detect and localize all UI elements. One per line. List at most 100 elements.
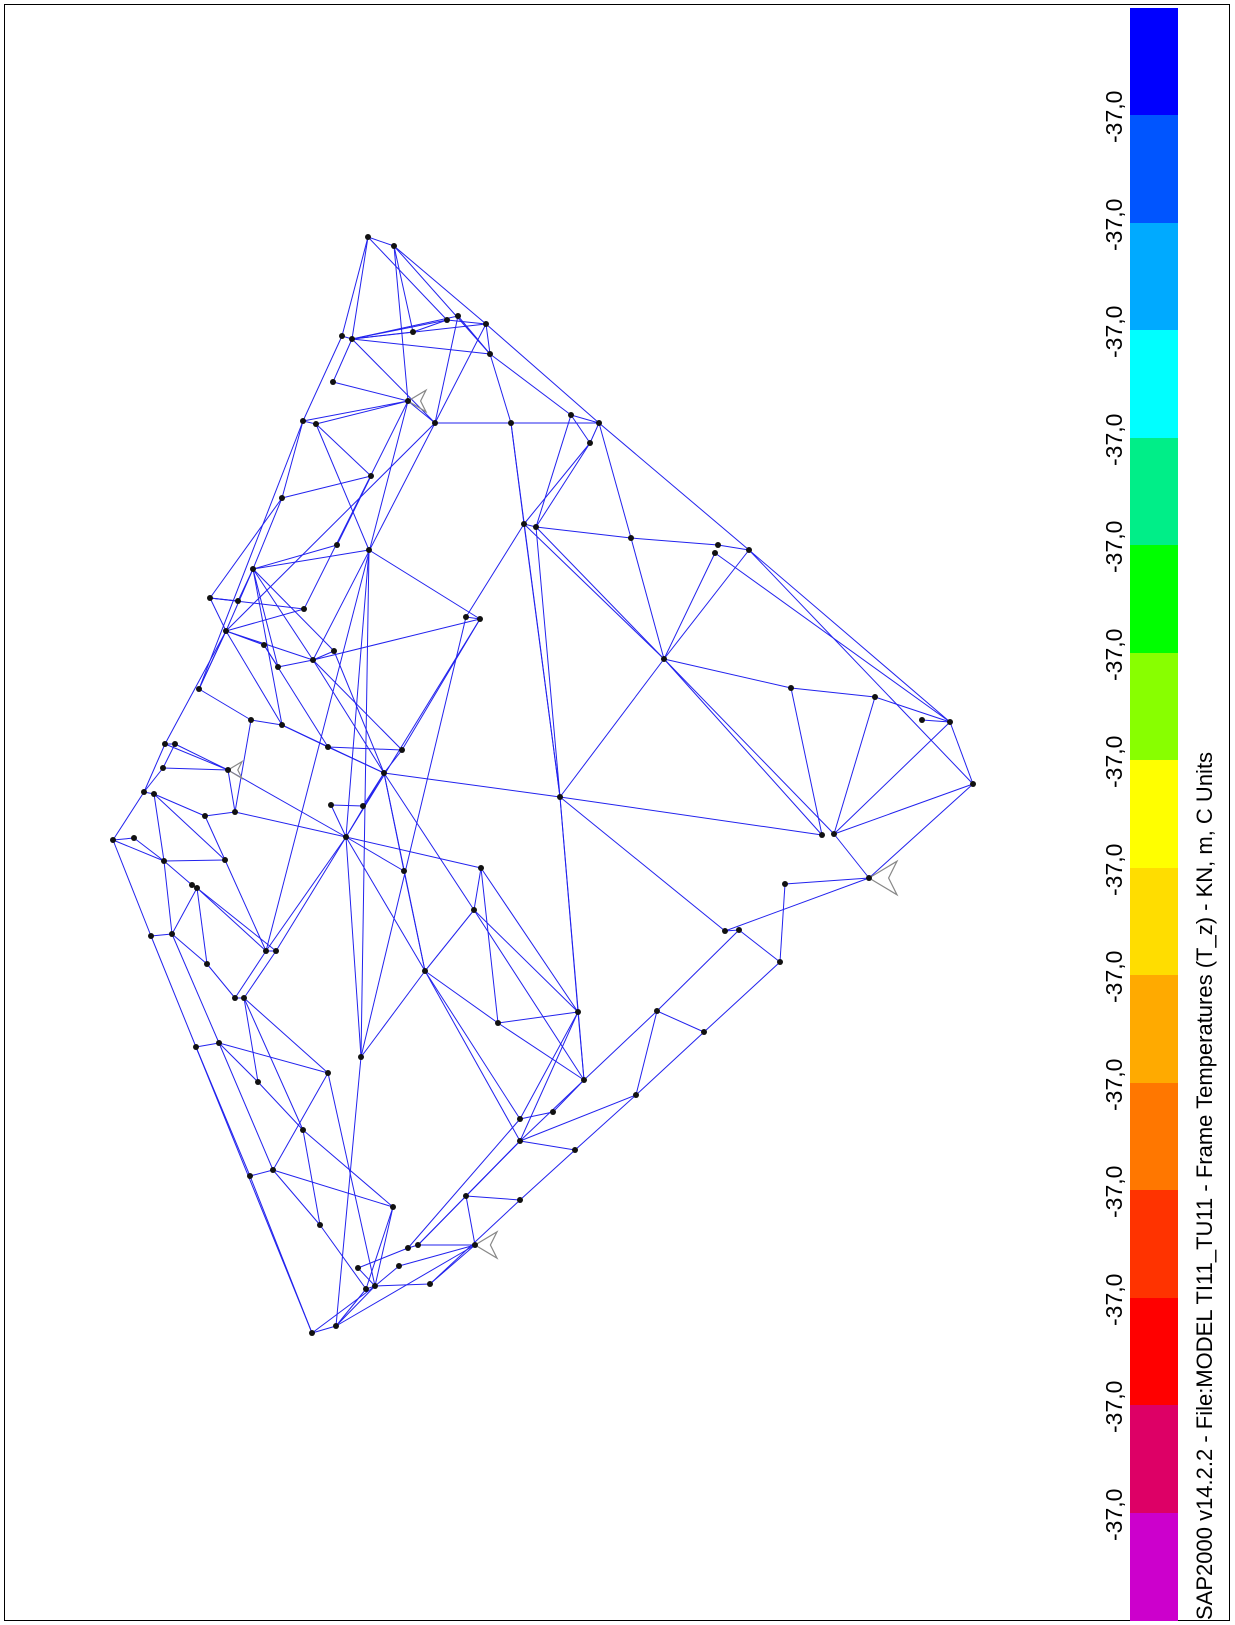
frame-member[interactable] (351, 236, 369, 340)
joint-node[interactable] (331, 648, 337, 654)
frame-member[interactable] (790, 687, 823, 836)
frame-member[interactable] (195, 1046, 313, 1334)
frame-member[interactable] (535, 526, 561, 798)
joint-node[interactable] (148, 933, 154, 939)
joint-node[interactable] (517, 1138, 523, 1144)
joint-node[interactable] (339, 333, 345, 339)
frame-member[interactable] (519, 1011, 579, 1120)
joint-node[interactable] (405, 1245, 411, 1251)
frame-member[interactable] (195, 1042, 220, 1048)
frame-member[interactable] (398, 1244, 476, 1267)
joint-node[interactable] (517, 1197, 523, 1203)
joint-node[interactable] (131, 835, 137, 841)
frame-member[interactable] (407, 400, 436, 424)
joint-node[interactable] (568, 412, 574, 418)
frame-member[interactable] (345, 549, 370, 838)
frame-member[interactable] (360, 549, 370, 1058)
frame-member[interactable] (335, 1056, 362, 1327)
frame-member[interactable] (206, 963, 236, 999)
joint-node[interactable] (223, 628, 229, 634)
joint-node[interactable] (325, 1070, 331, 1076)
frame-member[interactable] (150, 933, 173, 937)
joint-node[interactable] (151, 791, 157, 797)
joint-node[interactable] (919, 717, 925, 723)
frame-member[interactable] (367, 236, 395, 247)
frame-member[interactable] (779, 883, 786, 963)
frame-member[interactable] (717, 544, 750, 551)
frame-member[interactable] (252, 544, 338, 570)
frame-member[interactable] (473, 909, 579, 1013)
frame-member[interactable] (198, 630, 227, 690)
frame-member[interactable] (485, 323, 491, 355)
frame-member[interactable] (252, 568, 279, 668)
frame-member[interactable] (311, 1285, 376, 1334)
frame-member[interactable] (635, 1010, 658, 1096)
frame-member[interactable] (663, 658, 792, 689)
frame-member[interactable] (535, 526, 665, 660)
frame-member[interactable] (519, 1149, 576, 1201)
frame-member[interactable] (196, 887, 267, 952)
frame-member[interactable] (583, 1010, 658, 1081)
joint-node[interactable] (831, 831, 837, 837)
joint-node[interactable] (557, 794, 563, 800)
frame-member[interactable] (345, 836, 405, 872)
frame-member[interactable] (335, 1285, 376, 1327)
joint-node[interactable] (360, 803, 366, 809)
joint-node[interactable] (313, 421, 319, 427)
joint-node[interactable] (472, 1242, 478, 1248)
frame-member[interactable] (225, 630, 314, 661)
joint-node[interactable] (581, 1077, 587, 1083)
frame-member[interactable] (465, 1195, 521, 1201)
frame-member[interactable] (559, 796, 585, 1081)
joint-node[interactable] (365, 234, 371, 240)
frame-member[interactable] (519, 1111, 554, 1120)
frame-member[interactable] (196, 887, 208, 965)
frame-member[interactable] (302, 1129, 321, 1226)
frame-member[interactable] (485, 323, 600, 424)
joint-node[interactable] (169, 931, 175, 937)
frame-member[interactable] (738, 929, 781, 963)
frame-member[interactable] (510, 422, 561, 798)
frame-member[interactable] (630, 537, 719, 546)
frame-member[interactable] (234, 950, 267, 999)
frame-member[interactable] (519, 1011, 579, 1142)
frame-member[interactable] (345, 836, 482, 869)
frame-member[interactable] (417, 1140, 521, 1246)
joint-node[interactable] (317, 1222, 323, 1228)
frame-member[interactable] (311, 1325, 337, 1334)
joint-node[interactable] (399, 747, 405, 753)
frame-member[interactable] (153, 793, 165, 862)
frame-member[interactable] (227, 769, 347, 838)
frame-member[interactable] (656, 929, 740, 1012)
frame-member[interactable] (393, 245, 491, 355)
frame-member[interactable] (302, 400, 409, 422)
joint-node[interactable] (478, 865, 484, 871)
joint-node[interactable] (736, 927, 742, 933)
frame-member[interactable] (535, 414, 572, 528)
frame-member[interactable] (218, 1042, 259, 1083)
frame-member[interactable] (374, 1283, 431, 1287)
frame-member[interactable] (473, 867, 482, 911)
frame-member[interactable] (393, 245, 414, 333)
frame-member[interactable] (272, 1169, 394, 1208)
frame-member[interactable] (303, 400, 409, 610)
joint-node[interactable] (410, 329, 416, 335)
frame-member[interactable] (315, 423, 372, 477)
joint-node[interactable] (235, 598, 241, 604)
frame-member[interactable] (336, 475, 372, 546)
frame-member[interactable] (143, 743, 166, 793)
frame-member[interactable] (252, 568, 283, 726)
frame-member[interactable] (393, 245, 487, 325)
joint-node[interactable] (161, 858, 167, 864)
frame-member[interactable] (724, 877, 870, 932)
joint-node[interactable] (162, 741, 168, 747)
frame-member[interactable] (383, 749, 403, 774)
frame-member[interactable] (302, 1129, 394, 1208)
frame-member[interactable] (868, 783, 974, 879)
joint-node[interactable] (495, 1020, 501, 1026)
frame-member[interactable] (446, 319, 487, 325)
frame-member[interactable] (153, 793, 206, 817)
joint-node[interactable] (517, 1116, 523, 1122)
joint-node[interactable] (222, 857, 228, 863)
frame-member[interactable] (198, 420, 304, 690)
